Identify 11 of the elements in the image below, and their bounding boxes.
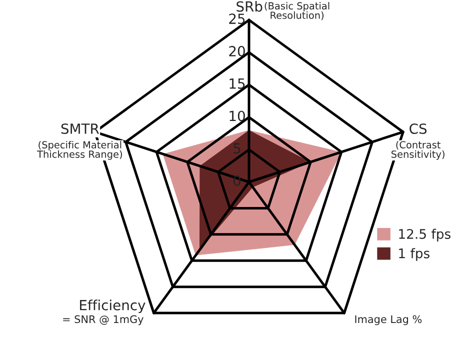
y-tick-label: 5 (234, 143, 240, 154)
legend-label: 1 fps (399, 248, 430, 261)
spoke-label: Efficiency = SNR @ 1mGy (63, 300, 146, 326)
y-tick-label: 20 (229, 46, 245, 56)
y-tick-label: 25 (229, 14, 245, 24)
spoke-label: CS (Contrast Sensitivity) (392, 123, 444, 160)
y-tick-label: 15 (230, 78, 245, 89)
spoke-label: SMTR (Specific Material Thickness Range) (37, 123, 122, 160)
legend-label: 12.5 fps (399, 228, 450, 242)
spoke-label: Image Lag % (355, 315, 422, 326)
y-tick-label: 10 (230, 110, 245, 122)
